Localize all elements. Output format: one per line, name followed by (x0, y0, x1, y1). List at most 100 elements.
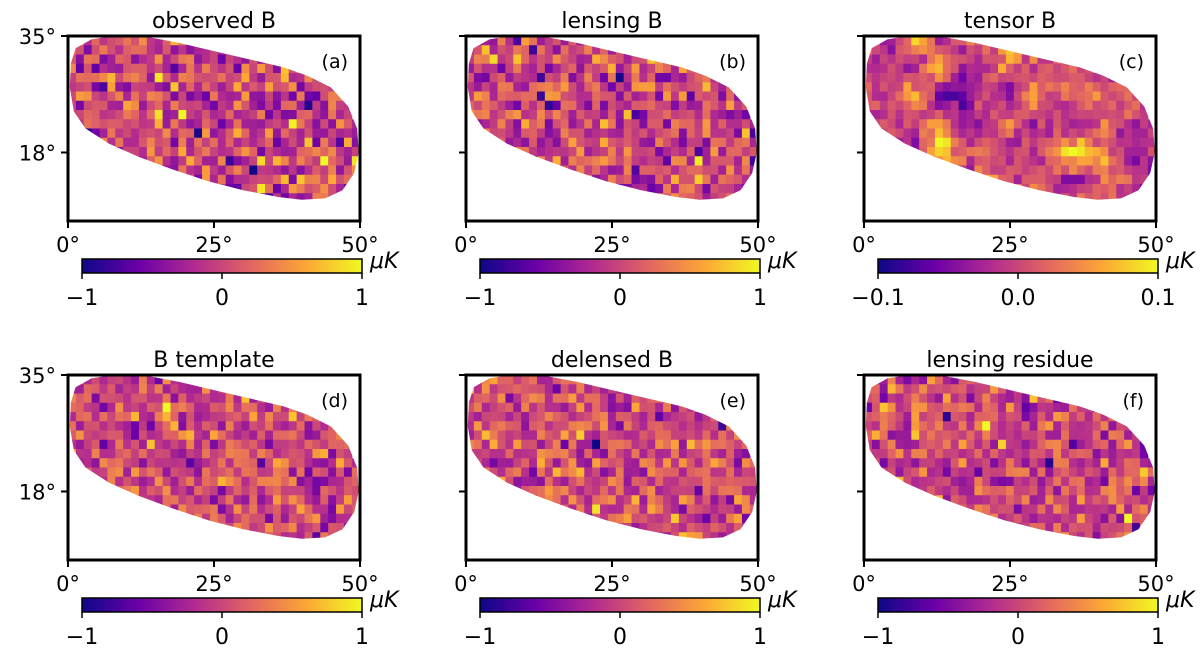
map-pixel (265, 100, 274, 111)
map-pixel (568, 147, 577, 157)
map-pixel (1108, 458, 1117, 469)
map-pixel (217, 174, 227, 185)
map-pixel (966, 393, 975, 404)
map-pixel (639, 45, 648, 56)
map-pixel (623, 156, 633, 167)
map-pixel (1147, 137, 1155, 148)
map-pixel (1029, 54, 1039, 65)
map-pixel (584, 63, 593, 74)
map-pixel (178, 384, 187, 395)
map-pixel (162, 54, 172, 65)
map-pixel (473, 384, 483, 395)
map-pixel (99, 458, 109, 469)
map-pixel (91, 100, 101, 111)
map-pixel (950, 430, 960, 441)
map-pixel (202, 110, 211, 120)
map-pixel (107, 449, 116, 459)
map-pixel (529, 54, 538, 65)
map-pixel (521, 375, 530, 385)
map-pixel (1084, 100, 1094, 111)
map-pixel (296, 458, 306, 469)
map-pixel (982, 421, 991, 432)
map-pixel (280, 174, 290, 185)
map-pixel (544, 36, 554, 46)
map-pixel (1029, 100, 1039, 111)
map-pixel (272, 174, 282, 185)
map-pixel (146, 73, 156, 83)
map-pixel (162, 147, 172, 157)
map-pixel (505, 402, 514, 413)
map-pixel (1092, 504, 1102, 515)
map-pixel (178, 100, 187, 111)
map-pixel (241, 476, 250, 487)
map-pixel (1037, 476, 1046, 487)
map-pixel (1068, 184, 1078, 194)
map-pixel (919, 393, 928, 404)
map-pixel (1147, 495, 1155, 506)
map-pixel (544, 430, 554, 441)
map-pixel (982, 110, 991, 120)
map-pixel (1013, 184, 1023, 194)
map-pixel (505, 54, 514, 65)
map-pixel (312, 137, 321, 148)
colorbar-tick-label: 0.0 (1001, 286, 1036, 311)
map-pixel (1037, 147, 1046, 157)
map-pixel (489, 384, 499, 395)
map-pixel (544, 119, 554, 130)
map-pixel (312, 449, 321, 459)
map-pixel (489, 467, 499, 478)
map-pixel (560, 137, 570, 148)
map-pixel (1029, 63, 1039, 74)
map-pixel (123, 430, 132, 441)
map-pixel (694, 156, 704, 167)
map-pixel (1116, 532, 1125, 539)
map-pixel (966, 458, 975, 469)
map-pixel (1029, 156, 1039, 167)
map-pixel (903, 439, 912, 450)
map-pixel (288, 412, 298, 422)
map-pixel (966, 82, 975, 93)
map-pixel (272, 184, 282, 194)
map-pixel (934, 393, 944, 404)
map-pixel (467, 421, 475, 432)
map-pixel (107, 100, 116, 111)
map-pixel (1100, 532, 1109, 539)
map-pixel (1005, 165, 1015, 176)
map-pixel (663, 73, 672, 83)
map-pixel (702, 110, 711, 120)
map-pixel (162, 439, 172, 450)
map-pixel (1053, 523, 1062, 533)
map-pixel (170, 393, 179, 404)
map-pixel (934, 36, 944, 46)
map-pixel (249, 100, 258, 111)
map-pixel (895, 393, 905, 404)
map-pixel (154, 156, 164, 167)
map-pixel (694, 110, 704, 120)
map-pixel (107, 45, 116, 56)
map-pixel (272, 402, 282, 413)
map-pixel (879, 412, 889, 422)
map-pixel (233, 449, 243, 459)
map-pixel (138, 402, 148, 413)
map-pixel (607, 476, 617, 487)
map-pixel (123, 375, 132, 385)
map-pixel (887, 63, 897, 74)
map-pixel (336, 449, 345, 459)
map-pixel (1005, 421, 1015, 432)
map-pixel (726, 193, 735, 200)
map-pixel (647, 421, 656, 432)
panel-b: lensing B(b)0° 25° 50°−1 0 1μK (454, 9, 798, 311)
map-pixel (592, 439, 601, 450)
map-pixel (726, 119, 735, 130)
map-pixel (146, 486, 156, 496)
map-pixel (272, 458, 282, 469)
map-pixel (328, 184, 337, 194)
map-pixel (678, 184, 688, 194)
map-pixel (663, 393, 672, 404)
map-pixel (202, 393, 211, 404)
map-pixel (481, 402, 491, 413)
map-pixel (694, 184, 704, 194)
map-pixel (1021, 495, 1031, 506)
map-pixel (178, 486, 187, 496)
map-pixel (919, 147, 928, 157)
